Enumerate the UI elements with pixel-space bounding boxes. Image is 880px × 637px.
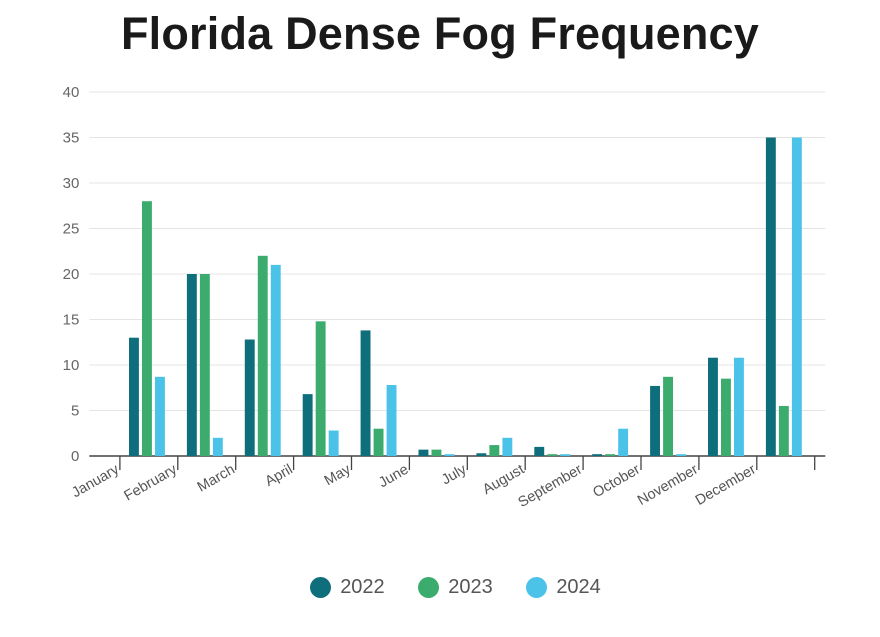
svg-text:September: September [516, 462, 586, 511]
svg-text:25: 25 [63, 221, 80, 238]
svg-text:April: April [262, 462, 295, 490]
svg-text:40: 40 [63, 84, 80, 101]
svg-text:February: February [122, 461, 181, 504]
svg-text:June: June [376, 462, 411, 492]
svg-text:35: 35 [63, 130, 80, 147]
svg-text:March: March [195, 462, 238, 496]
svg-text:5: 5 [71, 403, 79, 420]
svg-text:July: July [439, 461, 470, 488]
svg-text:January: January [69, 461, 122, 501]
svg-text:December: December [693, 462, 759, 509]
svg-text:20: 20 [63, 266, 80, 283]
svg-text:10: 10 [63, 357, 80, 374]
svg-text:August: August [480, 462, 527, 498]
svg-text:15: 15 [63, 312, 80, 329]
svg-text:0: 0 [71, 448, 79, 465]
svg-text:May: May [322, 461, 354, 489]
svg-text:November: November [635, 462, 701, 509]
svg-text:30: 30 [63, 175, 80, 192]
